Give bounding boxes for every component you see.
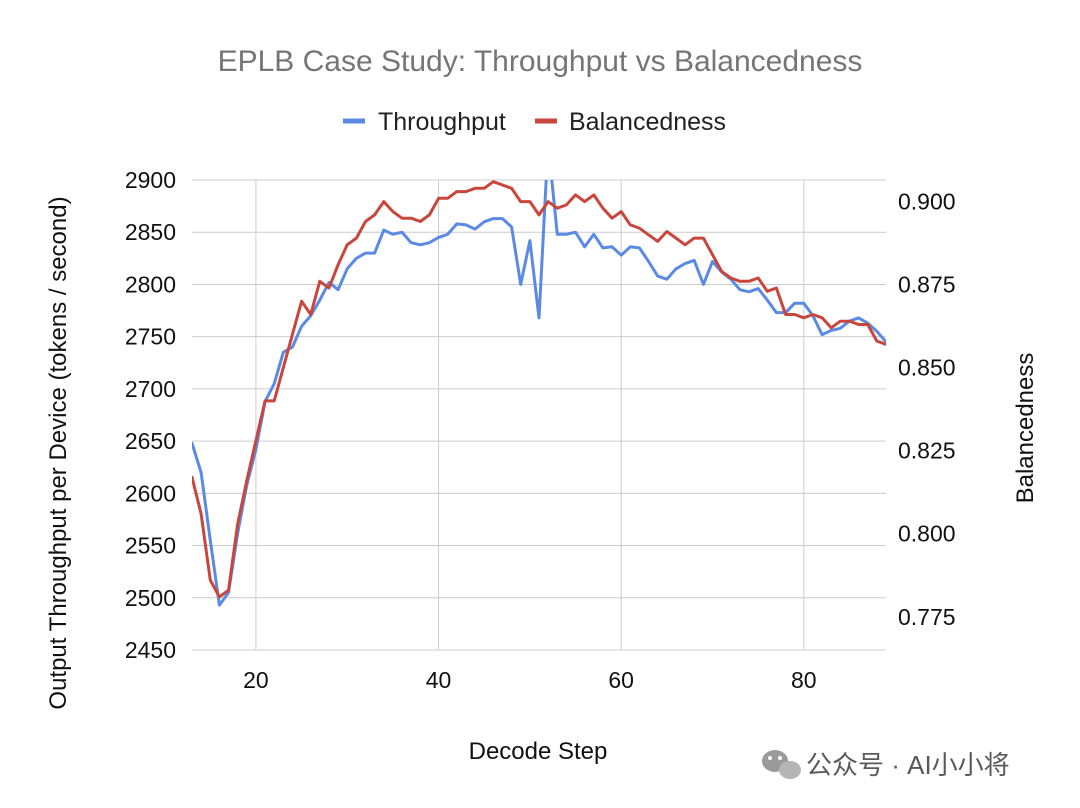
legend-label: Balancedness bbox=[569, 108, 726, 136]
series-line-throughput bbox=[192, 180, 886, 607]
y2-tick-label: 0.875 bbox=[898, 272, 956, 298]
tick-labels: 2450 2500 2550 2600 2650 2700 2750 2800 2850 2900… bbox=[125, 167, 956, 693]
y2-tick-label: 0.825 bbox=[898, 438, 956, 464]
x-tick-label: 40 bbox=[426, 667, 452, 693]
gridlines bbox=[192, 179, 886, 651]
series-line-balancedness bbox=[192, 180, 886, 599]
series-lines bbox=[192, 180, 886, 607]
y-tick-label: 2700 bbox=[125, 376, 176, 402]
y2-tick-label: 0.900 bbox=[898, 189, 956, 215]
y-axis-label: Output Throughput per Device (tokens / s… bbox=[45, 196, 72, 709]
x-tick-label: 60 bbox=[608, 667, 634, 693]
y-tick-label: 2750 bbox=[125, 324, 176, 350]
x-tick-label: 20 bbox=[243, 667, 269, 693]
legend-label: Throughput bbox=[378, 108, 506, 136]
y2-tick-label: 0.800 bbox=[898, 521, 956, 547]
y-tick-label: 2850 bbox=[125, 219, 176, 245]
y2-tick-label: 0.850 bbox=[898, 355, 956, 381]
chart-title: EPLB Case Study: Throughput vs Balancedn… bbox=[218, 45, 863, 78]
x-axis-label: Decode Step bbox=[469, 738, 608, 765]
y-tick-label: 2650 bbox=[125, 428, 176, 454]
watermark-text: 公众号 · AI小小将 bbox=[806, 750, 1010, 780]
wechat-icon bbox=[762, 750, 801, 779]
watermark: 公众号 · AI小小将 bbox=[762, 750, 1010, 780]
y-tick-label: 2600 bbox=[125, 480, 176, 506]
y-tick-label: 2500 bbox=[125, 585, 176, 611]
y2-axis-label: Balancedness bbox=[1012, 353, 1039, 504]
y-tick-label: 2800 bbox=[125, 271, 176, 297]
legend: Throughput Balancedness bbox=[343, 108, 726, 136]
y2-tick-label: 0.775 bbox=[898, 604, 956, 630]
y-tick-label: 2550 bbox=[125, 533, 176, 559]
y-tick-label: 2900 bbox=[125, 167, 176, 193]
x-tick-label: 80 bbox=[791, 667, 817, 693]
y-tick-label: 2450 bbox=[125, 637, 176, 663]
